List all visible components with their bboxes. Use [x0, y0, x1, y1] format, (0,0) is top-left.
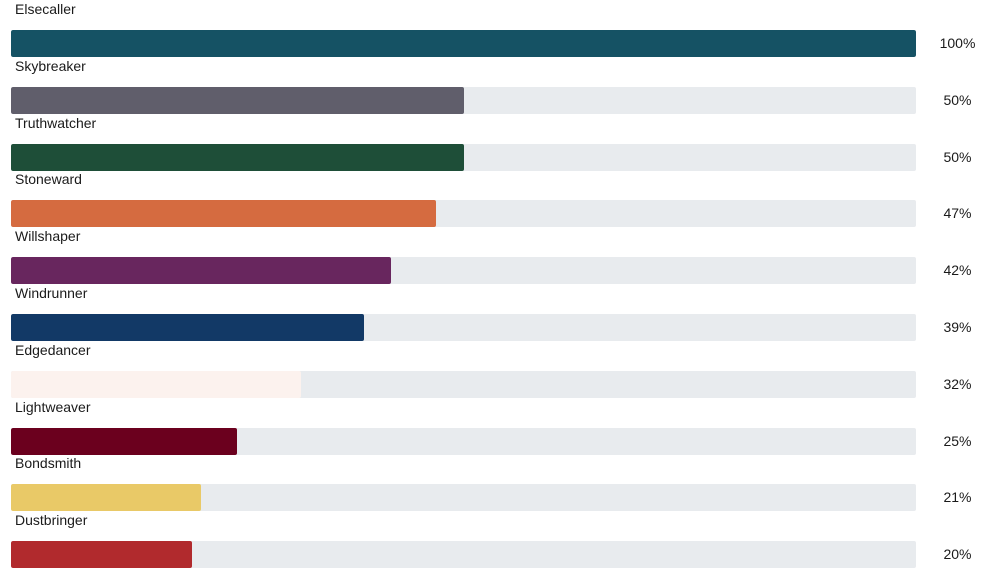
bar-value-label: 50% — [943, 149, 972, 165]
bar-track — [11, 371, 916, 398]
bar-track — [11, 541, 916, 568]
bar-fill — [11, 484, 202, 511]
bar-label: Stoneward — [15, 171, 82, 187]
bar-label: Dustbringer — [15, 512, 88, 528]
bar-label: Windrunner — [15, 285, 88, 301]
bar-value-label: 100% — [939, 35, 976, 51]
bar-value-label: 25% — [943, 433, 972, 449]
bar-fill — [11, 314, 364, 341]
bar-track — [11, 314, 916, 341]
bar-label: Skybreaker — [15, 58, 86, 74]
bar-fill — [11, 371, 301, 398]
bar-row: Stoneward 47% — [0, 170, 1000, 227]
bar-fill — [11, 144, 464, 171]
bar-fill — [11, 30, 916, 57]
bar-row: Willshaper 42% — [0, 227, 1000, 284]
bar-fill — [11, 541, 192, 568]
bar-fill — [11, 428, 238, 455]
bar-fill — [11, 87, 464, 114]
bar-track — [11, 30, 916, 57]
bar-label: Bondsmith — [15, 455, 82, 471]
bar-value-label: 39% — [943, 319, 972, 335]
bar-row: Dustbringer 20% — [0, 511, 1000, 568]
bar-value-label: 47% — [943, 205, 972, 221]
bar-label: Lightweaver — [15, 399, 91, 415]
bar-value-label: 21% — [943, 489, 972, 505]
bar-track — [11, 484, 916, 511]
bar-row: Bondsmith 21% — [0, 454, 1000, 511]
bar-track — [11, 200, 916, 227]
bar-row: Windrunner 39% — [0, 284, 1000, 341]
bar-label: Elsecaller — [15, 1, 76, 17]
bar-track — [11, 257, 916, 284]
bar-value-label: 50% — [943, 92, 972, 108]
bar-value-label: 42% — [943, 262, 972, 278]
bar-value-label: 20% — [943, 546, 972, 562]
bar-label: Edgedancer — [15, 342, 91, 358]
bar-label: Truthwatcher — [15, 115, 97, 131]
bar-fill — [11, 200, 437, 227]
bar-label: Willshaper — [15, 228, 81, 244]
bar-track — [11, 144, 916, 171]
bar-row: Skybreaker 50% — [0, 57, 1000, 114]
bar-value-label: 32% — [943, 376, 972, 392]
bar-fill — [11, 257, 392, 284]
bar-track — [11, 428, 916, 455]
bar-row: Edgedancer 32% — [0, 341, 1000, 398]
bar-row: Elsecaller 100% — [0, 0, 1000, 57]
bar-track — [11, 87, 916, 114]
bar-row: Truthwatcher 50% — [0, 114, 1000, 171]
bar-row: Lightweaver 25% — [0, 398, 1000, 455]
